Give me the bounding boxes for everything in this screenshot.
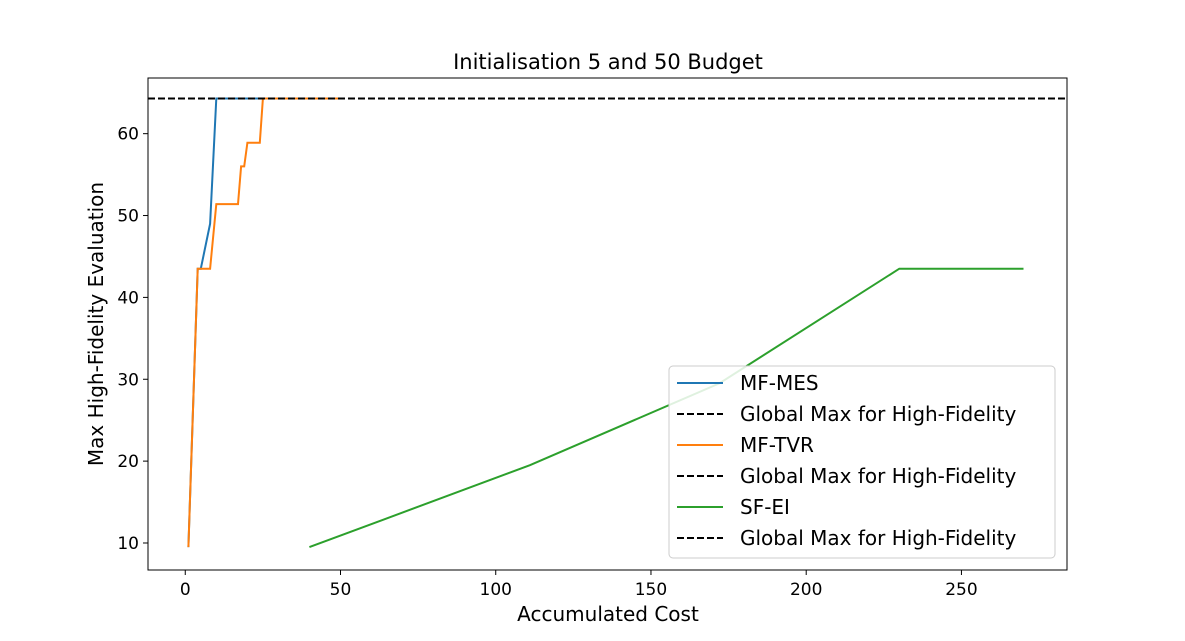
- series-line-mf-tvr: [187, 97, 341, 548]
- x-tick-label: 0: [180, 580, 191, 600]
- legend-label: MF-MES: [740, 371, 819, 395]
- legend-label: SF-EI: [740, 495, 790, 519]
- legend-label: Global Max for High-Fidelity: [740, 464, 1016, 488]
- legend-label: Global Max for High-Fidelity: [740, 402, 1016, 426]
- y-tick-label: 20: [117, 452, 139, 472]
- chart-title: Initialisation 5 and 50 Budget: [453, 50, 763, 74]
- y-tick-label: 40: [117, 288, 139, 308]
- x-tick-label: 150: [635, 580, 667, 600]
- legend-label: MF-TVR: [740, 433, 814, 457]
- x-tick-label: 100: [480, 580, 512, 600]
- y-tick-label: 30: [117, 370, 139, 390]
- y-tick-label: 10: [117, 534, 139, 554]
- x-axis: 0 50 100 150 200 250: [180, 570, 978, 600]
- y-tick-label: 50: [117, 207, 139, 227]
- x-tick-label: 200: [790, 580, 822, 600]
- y-axis: 10 20 30 40 50 60: [117, 125, 148, 554]
- x-tick-label: 250: [945, 580, 977, 600]
- y-tick-label: 60: [117, 125, 139, 145]
- y-axis-label: Max High-Fidelity Evaluation: [84, 182, 108, 466]
- plot-frame: [147, 77, 1068, 571]
- legend-box: [668, 365, 1056, 559]
- series-line-mf-mes: [187, 97, 341, 548]
- x-tick-label: 50: [330, 580, 352, 600]
- legend: MF-MES Global Max for High-Fidelity MF-TVR…: [668, 365, 1056, 559]
- x-axis-label: Accumulated Cost: [517, 602, 699, 626]
- legend-label: Global Max for High-Fidelity: [740, 526, 1016, 550]
